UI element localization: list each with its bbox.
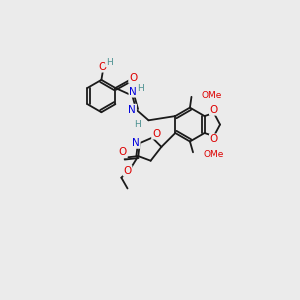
Text: H: H xyxy=(137,84,143,93)
Text: N: N xyxy=(129,87,137,97)
Text: O: O xyxy=(152,129,160,139)
Text: H: H xyxy=(134,120,141,129)
Text: OMe: OMe xyxy=(203,150,224,159)
Text: H: H xyxy=(106,58,112,67)
Text: O: O xyxy=(129,73,137,83)
Text: O: O xyxy=(119,147,127,157)
Text: OMe: OMe xyxy=(202,91,222,100)
Text: O: O xyxy=(99,62,107,72)
Text: N: N xyxy=(128,104,136,115)
Text: O: O xyxy=(210,134,218,144)
Text: O: O xyxy=(210,105,218,115)
Text: O: O xyxy=(123,166,132,176)
Text: N: N xyxy=(132,138,140,148)
